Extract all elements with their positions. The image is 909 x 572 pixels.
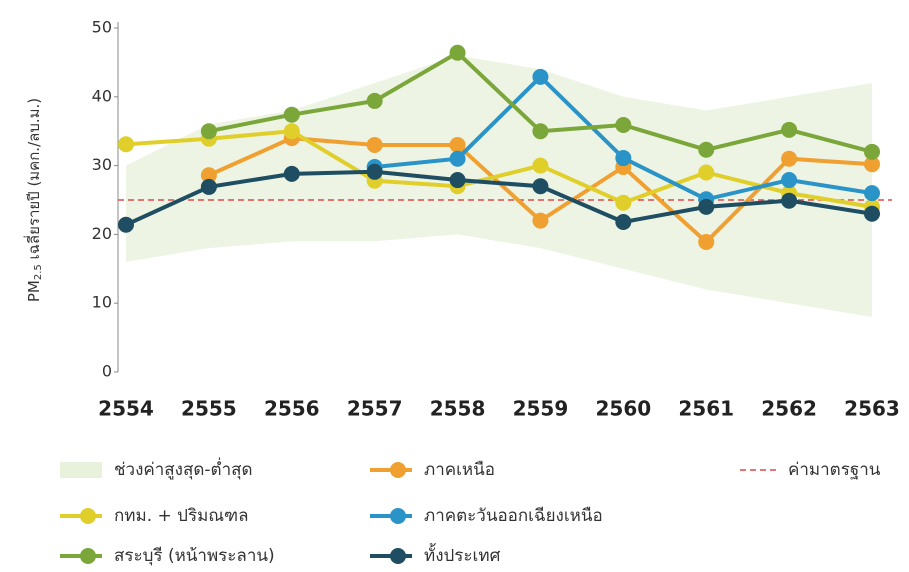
data-point [449, 150, 466, 167]
legend-label: กทม. + ปริมณฑล [114, 506, 249, 526]
x-tick-label: 2562 [761, 397, 817, 421]
y-tick-label: 10 [92, 293, 112, 312]
data-point [781, 172, 798, 189]
legend-swatch-dot [390, 548, 406, 564]
series-line [125, 129, 873, 209]
legend-label: สระบุรี (หน้าพระลาน) [114, 546, 275, 566]
legend-label: ภาคตะวันออกเฉียงเหนือ [424, 506, 603, 526]
data-point [200, 167, 217, 184]
data-point [532, 157, 549, 174]
x-tick-label: 2561 [678, 397, 734, 421]
x-tick-label: 2559 [513, 397, 569, 421]
data-point [200, 123, 217, 140]
data-point [781, 121, 798, 138]
data-point [283, 106, 300, 123]
data-point [615, 214, 632, 231]
data-point [781, 192, 798, 209]
y-tick-label: 0 [102, 362, 112, 381]
data-point [532, 178, 549, 195]
legend-label: ทั้งประเทศ [424, 543, 501, 566]
legend-swatch-dot [80, 508, 96, 524]
x-tick-label: 2555 [181, 397, 237, 421]
x-tick-label: 2563 [844, 397, 900, 421]
legend-label: ค่ามาตรฐาน [788, 460, 881, 480]
legend-swatch-dot [390, 508, 406, 524]
data-point [698, 164, 715, 181]
data-point [449, 172, 466, 189]
data-point [366, 136, 383, 153]
data-point [449, 44, 466, 61]
data-point [615, 117, 632, 134]
data-point [366, 163, 383, 180]
data-point [781, 150, 798, 167]
legend-label: ภาคเหนือ [424, 460, 495, 480]
series-line [125, 169, 873, 227]
x-tick-label: 2558 [430, 397, 486, 421]
data-point [532, 123, 549, 140]
data-point [698, 233, 715, 250]
legend-label: ช่วงค่าสูงสุด-ต่ำสุด [114, 457, 253, 480]
y-axis-label: PM2.5 เฉลี่ยรายปี (มคก./ลบ.ม.) [23, 98, 45, 302]
data-point [283, 123, 300, 140]
y-tick-label: 40 [92, 86, 112, 105]
legend-swatch [60, 462, 102, 478]
data-point [864, 205, 880, 222]
y-tick-label: 30 [92, 155, 112, 174]
x-tick-label: 2554 [98, 397, 154, 421]
data-point [864, 185, 880, 202]
data-point [698, 198, 715, 215]
x-tick-label: 2557 [347, 397, 403, 421]
data-point [118, 216, 134, 233]
data-point [864, 143, 880, 160]
data-point [532, 212, 549, 229]
range-band [126, 55, 872, 317]
data-point [615, 150, 632, 167]
y-tick-label: 20 [92, 224, 112, 243]
data-point [615, 194, 632, 211]
legend-swatch-dot [390, 462, 406, 478]
x-tick-label: 2556 [264, 397, 320, 421]
data-point [200, 178, 217, 195]
data-point [532, 68, 549, 85]
data-point [698, 141, 715, 158]
data-point [864, 156, 880, 173]
x-tick-label: 2560 [595, 397, 651, 421]
y-tick-label: 50 [92, 18, 112, 37]
data-point [366, 92, 383, 109]
data-point [118, 136, 134, 153]
legend-swatch-dot [80, 548, 96, 564]
data-point [283, 165, 300, 182]
y-label: PM2.5 เฉลี่ยรายปี (มคก./ลบ.ม.) [23, 98, 45, 302]
data-point [449, 136, 466, 153]
